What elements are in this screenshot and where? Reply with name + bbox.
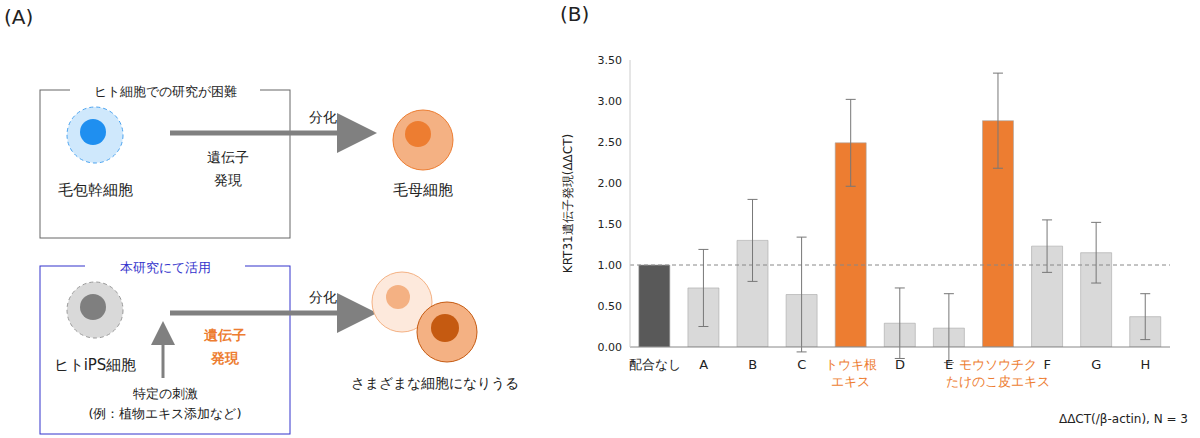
svg-text:3.50: 3.50	[598, 54, 623, 67]
svg-text:C: C	[797, 357, 806, 372]
html-text:ΔΔCT(/β-actin), N = 3: ΔΔCT(/β-actin), N = 3	[1059, 412, 1188, 426]
svg-text:1.00: 1.00	[598, 259, 623, 272]
svg-text:2.00: 2.00	[598, 177, 623, 190]
svg-text:B: B	[748, 357, 757, 372]
svg-text:配合なし: 配合なし	[629, 357, 681, 372]
svg-text:分化: 分化	[309, 289, 337, 305]
svg-text:遺伝子発現: 遺伝子発現	[207, 149, 249, 188]
svg-text:本研究にて活用: 本研究にて活用	[120, 260, 211, 275]
html-text:(B): (B)	[560, 2, 590, 26]
svg-text:分化: 分化	[309, 109, 337, 125]
svg-text:さまざまな細胞になりうる: さまざまな細胞になりうる	[351, 375, 519, 391]
svg-text:遺伝子発現: 遺伝子発現	[203, 327, 246, 366]
svg-text:1.50: 1.50	[598, 218, 623, 231]
svg-text:F: F	[1044, 357, 1051, 372]
svg-text:D: D	[895, 357, 905, 372]
svg-text:特定の刺激(例：植物エキス添加など): 特定の刺激(例：植物エキス添加など)	[88, 386, 241, 421]
svg-text:G: G	[1091, 357, 1101, 372]
svg-text:2.50: 2.50	[598, 136, 623, 149]
svg-text:ヒトiPS細胞: ヒトiPS細胞	[54, 356, 137, 374]
svg-text:ヒト細胞での研究が困難: ヒト細胞での研究が困難	[94, 84, 237, 99]
svg-text:トウキ根エキス: トウキ根エキス	[825, 357, 877, 389]
svg-text:(A): (A)	[8, 5, 33, 29]
svg-text:モウソウチクたけのこ皮エキス: モウソウチクたけのこ皮エキス	[946, 357, 1050, 389]
svg-text:0.50: 0.50	[598, 300, 623, 313]
svg-text:毛包幹細胞: 毛包幹細胞	[58, 181, 133, 199]
svg-text:E: E	[945, 357, 953, 372]
svg-text:KRT31遺伝子発現(ΔΔCT): KRT31遺伝子発現(ΔΔCT)	[561, 134, 575, 273]
svg-text:0.00: 0.00	[598, 341, 623, 354]
svg-text:H: H	[1141, 357, 1151, 372]
svg-text:毛母細胞: 毛母細胞	[393, 181, 453, 199]
svg-text:A: A	[699, 357, 708, 372]
svg-text:3.00: 3.00	[598, 95, 623, 108]
